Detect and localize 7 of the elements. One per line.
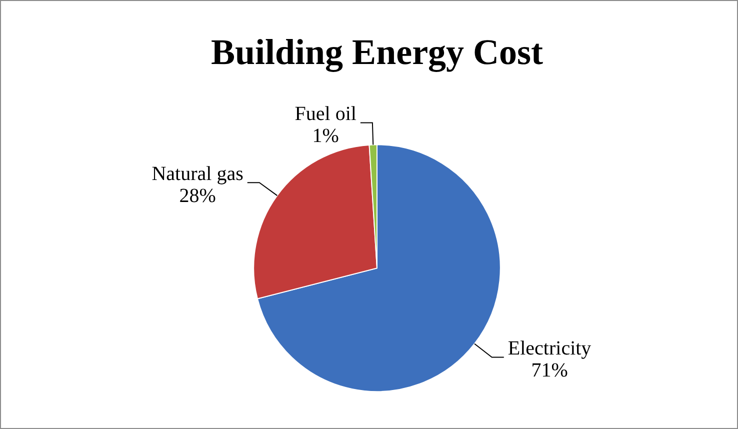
chart-title: Building Energy Cost	[210, 32, 544, 72]
data-label: 71%	[531, 359, 568, 382]
data-label: 28%	[179, 184, 216, 207]
slice-label: Natural gas	[152, 162, 244, 185]
slice-label: Fuel oil	[294, 103, 357, 126]
data-label: 1%	[312, 125, 339, 148]
slice-label: Electricity	[508, 337, 592, 360]
